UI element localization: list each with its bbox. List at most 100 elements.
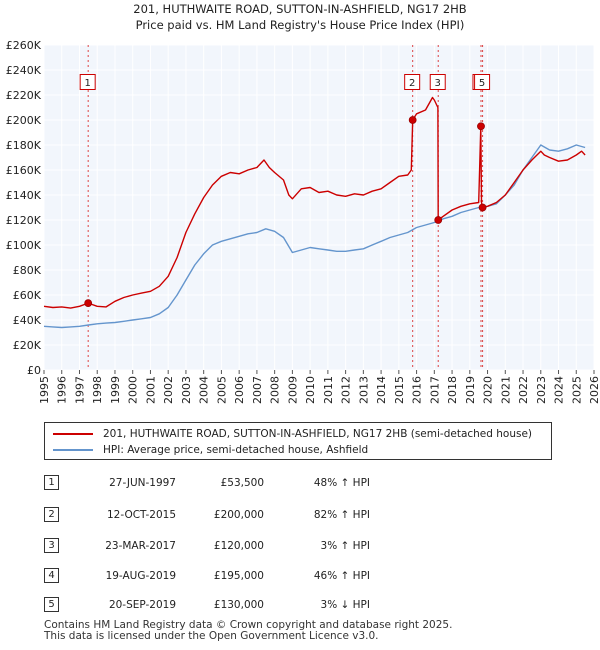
x-tick-label: 2015	[393, 376, 406, 404]
y-tick-label: £100K	[6, 239, 42, 252]
y-tick-label: £160K	[6, 164, 42, 177]
x-tick-label: 2007	[251, 376, 264, 404]
x-tick-label: 1999	[109, 376, 122, 404]
hpi-line	[43, 144, 586, 329]
transaction-price: £53,500	[220, 477, 264, 489]
x-tick-label: 2004	[198, 376, 211, 404]
transaction-price: £200,000	[213, 509, 264, 521]
legend-swatch-property	[53, 433, 93, 435]
x-tick-label: 2023	[535, 376, 548, 404]
table-row: 5 20-SEP-2019 £130,000 3% ↓ HPI	[0, 595, 600, 617]
y-tick-label: £80K	[13, 264, 42, 277]
transaction-hpi: 3% ↑ HPI	[320, 540, 370, 552]
transaction-date: 20-SEP-2019	[108, 599, 176, 611]
sale-label: 2	[409, 78, 415, 89]
y-tick-label: £200K	[6, 114, 42, 127]
sale-marker	[478, 203, 487, 212]
legend-item-hpi: HPI: Average price, semi-detached house,…	[53, 442, 368, 458]
sale-marker	[477, 122, 485, 131]
x-tick-label: 2008	[269, 376, 282, 404]
y-tick-label: £0	[27, 364, 41, 377]
table-row: 4 19-AUG-2019 £195,000 46% ↑ HPI	[0, 566, 600, 588]
x-tick-label: 2018	[446, 376, 459, 404]
transaction-hpi: 82% ↑ HPI	[313, 509, 370, 521]
x-tick-label: 1997	[73, 376, 86, 404]
x-tick-label: 2009	[286, 376, 299, 404]
x-tick-label: 2025	[570, 376, 583, 404]
x-tick-label: 2001	[144, 376, 157, 404]
transaction-price: £195,000	[213, 570, 264, 582]
legend-label-hpi: HPI: Average price, semi-detached house,…	[103, 444, 369, 456]
x-tick-label: 2002	[162, 376, 175, 404]
transaction-date: 27-JUN-1997	[109, 477, 176, 489]
y-tick-label: £180K	[6, 139, 42, 152]
y-tick-label: £20K	[13, 339, 42, 352]
x-tick-label: 2014	[375, 376, 388, 404]
y-tick-label: £220K	[6, 89, 42, 102]
transaction-price: £120,000	[213, 540, 264, 552]
transaction-hpi: 3% ↓ HPI	[320, 599, 370, 611]
x-tick-label: 1996	[56, 376, 69, 404]
sale-label-box	[429, 74, 446, 90]
x-tick-label: 2016	[411, 376, 424, 404]
chart-subtitle: Price paid vs. HM Land Registry's House …	[136, 18, 465, 32]
price-chart: 201, HUTHWAITE ROAD, SUTTON-IN-ASHFIELD,…	[6, 2, 600, 404]
x-tick-label: 2026	[588, 376, 600, 404]
property-price-line	[43, 96, 586, 309]
transaction-price: £130,000	[213, 599, 264, 611]
footer-license: This data is licensed under the Open Gov…	[44, 630, 379, 642]
transaction-date: 12-OCT-2015	[107, 509, 176, 521]
footer: Contains HM Land Registry data © Crown c…	[44, 620, 452, 642]
x-tick-label: 1995	[38, 376, 51, 404]
transaction-badge: 5	[44, 597, 59, 612]
sale-marker	[434, 216, 443, 224]
legend-item-property: 201, HUTHWAITE ROAD, SUTTON-IN-ASHFIELD,…	[53, 426, 532, 442]
chart-title: 201, HUTHWAITE ROAD, SUTTON-IN-ASHFIELD,…	[133, 2, 467, 16]
sale-label-box	[404, 74, 421, 90]
table-row: 2 12-OCT-2015 £200,000 82% ↑ HPI	[0, 505, 600, 527]
transaction-date: 19-AUG-2019	[105, 570, 176, 582]
y-tick-label: £260K	[6, 39, 42, 52]
table-row: 3 23-MAR-2017 £120,000 3% ↑ HPI	[0, 536, 600, 558]
x-tick-label: 2010	[304, 376, 317, 404]
x-tick-label: 2012	[340, 376, 353, 404]
table-row: 1 27-JUN-1997 £53,500 48% ↑ HPI	[0, 473, 600, 495]
x-tick-label: 2021	[499, 376, 512, 404]
sale-label: 5	[479, 78, 485, 89]
x-tick-label: 2020	[482, 376, 495, 404]
transaction-hpi: 48% ↑ HPI	[313, 477, 370, 489]
y-tick-label: £240K	[6, 64, 42, 77]
x-tick-label: 2024	[553, 376, 566, 404]
x-tick-label: 2000	[127, 376, 140, 404]
x-tick-label: 2003	[180, 376, 193, 404]
sale-label-box	[474, 74, 491, 90]
sale-label-box	[79, 74, 96, 90]
x-tick-label: 2017	[428, 376, 441, 404]
y-tick-label: £60K	[13, 289, 42, 302]
x-tick-label: 2005	[215, 376, 228, 404]
x-tick-label: 2011	[322, 376, 335, 404]
transaction-badge: 4	[44, 568, 59, 583]
y-tick-label: £140K	[6, 189, 42, 202]
sale-label: 1	[84, 78, 90, 89]
y-tick-label: £120K	[6, 214, 42, 227]
transaction-badge: 3	[44, 538, 59, 553]
footer-copyright: Contains HM Land Registry data © Crown c…	[44, 619, 453, 631]
transaction-date: 23-MAR-2017	[105, 540, 176, 552]
transaction-badge: 2	[44, 507, 59, 522]
x-tick-label: 2013	[357, 376, 370, 404]
transaction-badge: 1	[44, 475, 59, 490]
legend-swatch-hpi	[53, 449, 93, 451]
sale-marker	[408, 116, 417, 124]
x-tick-label: 2019	[464, 376, 477, 404]
x-tick-label: 1998	[91, 376, 104, 404]
y-tick-label: £40K	[13, 314, 42, 327]
transaction-hpi: 46% ↑ HPI	[313, 570, 370, 582]
x-tick-label: 2006	[233, 376, 246, 404]
sale-label: 3	[435, 78, 441, 89]
plot-area	[44, 45, 594, 370]
legend-label-property: 201, HUTHWAITE ROAD, SUTTON-IN-ASHFIELD,…	[103, 428, 533, 440]
x-tick-label: 2022	[517, 376, 530, 404]
sale-marker	[84, 299, 93, 308]
legend: 201, HUTHWAITE ROAD, SUTTON-IN-ASHFIELD,…	[44, 422, 552, 460]
